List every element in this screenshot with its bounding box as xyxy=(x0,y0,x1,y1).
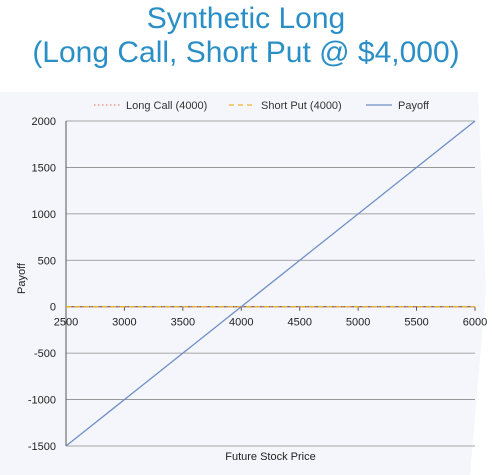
x-tick-label: 3500 xyxy=(171,317,195,329)
x-tick-label: 4000 xyxy=(229,317,253,329)
x-tick-label: 3000 xyxy=(112,317,136,329)
y-axis-label: Payoff xyxy=(16,262,28,294)
y-tick-label: 0 xyxy=(50,302,56,314)
chart-title-line-2: (Long Call, Short Put @ $4,000) xyxy=(32,36,460,69)
x-axis-label: Future Stock Price xyxy=(225,451,315,463)
legend-label-2: Short Put (4000) xyxy=(261,100,342,112)
x-tick-label: 6000 xyxy=(463,317,487,329)
legend: Long Call (4000) Short Put (4000) Payoff xyxy=(94,100,430,112)
x-tick-label: 5500 xyxy=(404,317,428,329)
y-tick-label: -1000 xyxy=(28,395,56,407)
y-tick-label: -500 xyxy=(34,348,56,360)
x-tick-label: 5000 xyxy=(346,317,370,329)
y-tick-label: 2000 xyxy=(32,116,56,128)
x-tick-label: 2500 xyxy=(54,317,78,329)
legend-label-1: Long Call (4000) xyxy=(126,100,207,112)
y-tick-label: 500 xyxy=(38,255,56,267)
series-line-3 xyxy=(65,120,476,447)
panel-edge-chevron xyxy=(470,92,492,475)
y-tick-label: 1500 xyxy=(32,162,56,174)
x-tick-label: 4500 xyxy=(287,317,311,329)
series-layer xyxy=(65,120,476,447)
y-tick-label: 1000 xyxy=(32,209,56,221)
legend-label-3: Payoff xyxy=(398,100,430,112)
chart-panel xyxy=(0,92,492,475)
y-tick-label: -1500 xyxy=(28,441,56,453)
chart-title: Synthetic Long (Long Call, Short Put @ $… xyxy=(0,2,492,70)
chart-title-line-1: Synthetic Long xyxy=(146,2,346,35)
